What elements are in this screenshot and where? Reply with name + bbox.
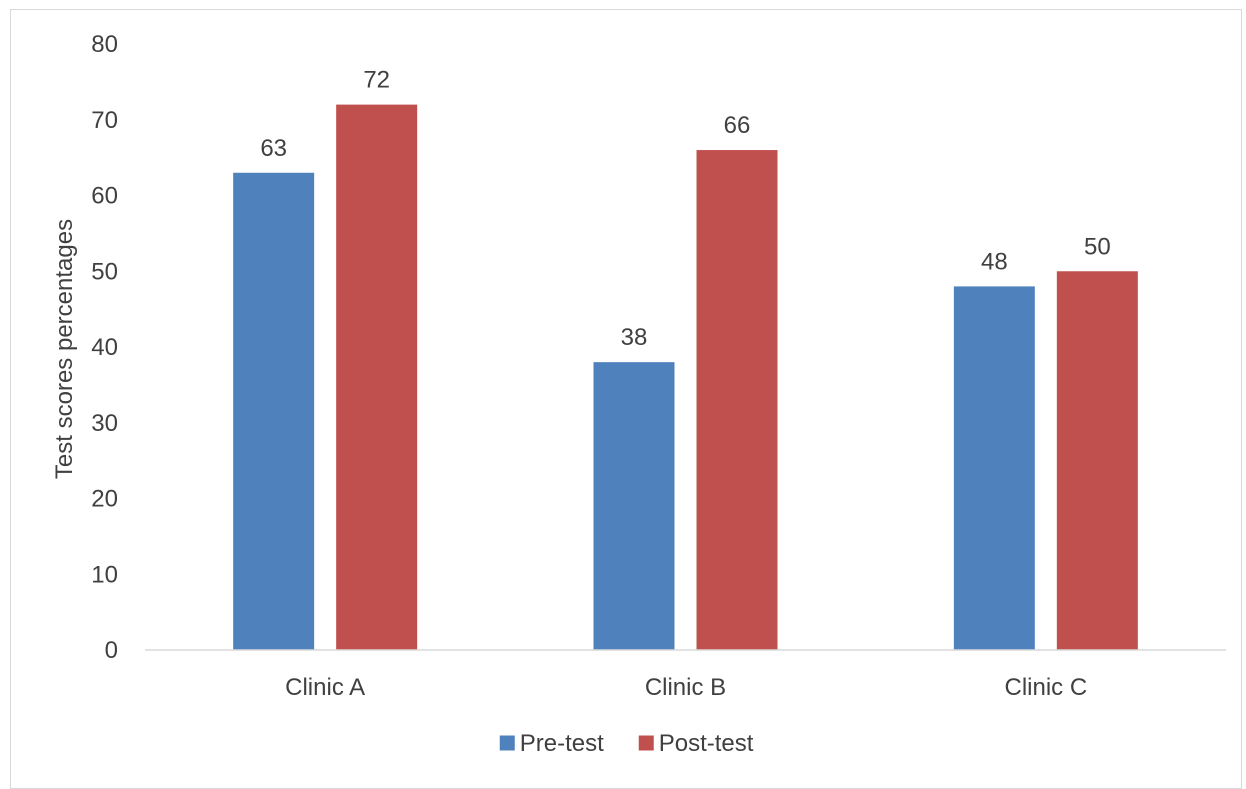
y-tick-label: 10 <box>91 561 118 588</box>
y-tick-label: 0 <box>105 637 118 664</box>
bar-pre-test-clinic-a <box>233 172 315 650</box>
data-label: 72 <box>363 67 390 94</box>
data-label: 66 <box>724 112 751 139</box>
x-tick-label: Clinic C <box>1004 674 1087 701</box>
data-label: 50 <box>1084 233 1111 260</box>
y-tick-label: 20 <box>91 486 118 513</box>
y-tick-label: 70 <box>91 107 118 134</box>
legend-swatch-pre-test <box>499 735 515 751</box>
data-label: 63 <box>260 135 287 162</box>
bar-pre-test-clinic-b <box>593 362 675 650</box>
data-label: 38 <box>621 324 648 351</box>
bar-post-test-clinic-c <box>1056 271 1138 650</box>
legend: Pre-test Post-test <box>499 730 754 757</box>
legend-swatch-post-test <box>638 735 654 751</box>
x-tick-label: Clinic A <box>285 674 365 701</box>
bar-post-test-clinic-a <box>336 104 418 651</box>
x-tick-label: Clinic B <box>645 674 726 701</box>
bar-pre-test-clinic-c <box>953 286 1035 650</box>
y-tick-label: 50 <box>91 258 118 285</box>
data-label: 48 <box>981 248 1008 275</box>
x-axis-ticks: Clinic A Clinic B Clinic C <box>285 674 1087 701</box>
y-tick-label: 60 <box>91 183 118 210</box>
legend-label: Pre-test <box>520 730 604 757</box>
y-tick-label: 80 <box>91 31 118 58</box>
data-labels: 63 72 38 66 48 50 <box>260 67 1110 352</box>
legend-label: Post-test <box>659 730 754 757</box>
y-axis-ticks: 0 10 20 30 40 50 60 70 80 <box>91 31 118 664</box>
y-tick-label: 30 <box>91 410 118 437</box>
y-axis-title: Test scores percentages <box>51 219 78 479</box>
bars <box>233 104 1138 651</box>
y-tick-label: 40 <box>91 334 118 361</box>
bar-post-test-clinic-b <box>696 150 778 651</box>
